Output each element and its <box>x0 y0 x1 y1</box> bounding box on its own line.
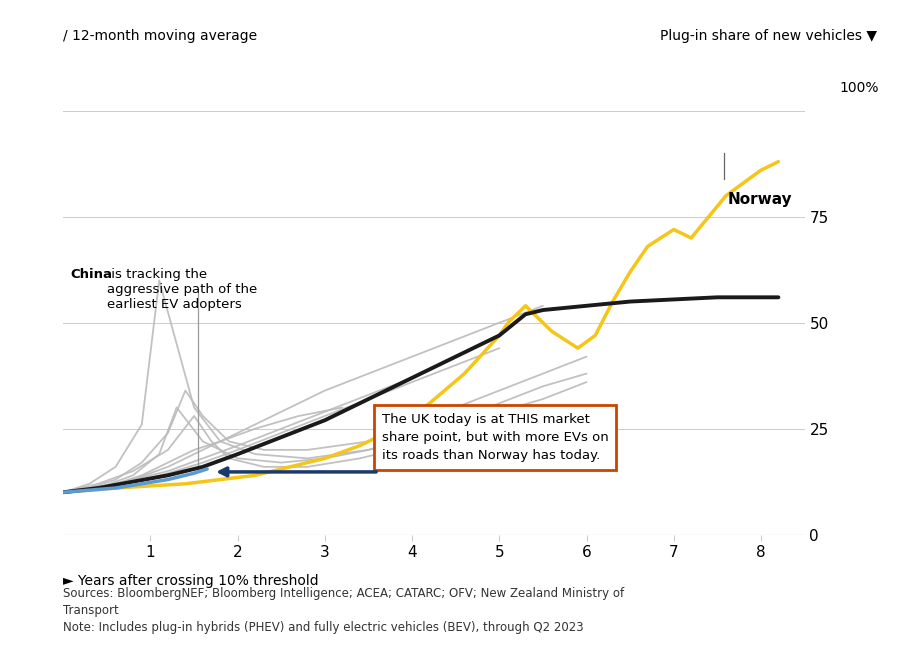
Text: The UK today is at THIS market
share point, but with more EVs on
its roads than : The UK today is at THIS market share poi… <box>381 413 608 462</box>
Text: Plug-in share of new vehicles ▼: Plug-in share of new vehicles ▼ <box>659 29 876 43</box>
Text: is tracking the
aggressive path of the
earliest EV adopters: is tracking the aggressive path of the e… <box>107 267 256 310</box>
Text: / 12-month moving average: / 12-month moving average <box>63 29 257 43</box>
Text: 100%: 100% <box>838 82 878 95</box>
Text: Norway: Norway <box>727 192 792 207</box>
Text: China: China <box>70 267 112 280</box>
Text: Sources: BloombergNEF; Bloomberg Intelligence; ACEA; CATARC; OFV; New Zealand Mi: Sources: BloombergNEF; Bloomberg Intelli… <box>63 587 624 634</box>
X-axis label: ► Years after crossing 10% threshold: ► Years after crossing 10% threshold <box>63 574 319 588</box>
